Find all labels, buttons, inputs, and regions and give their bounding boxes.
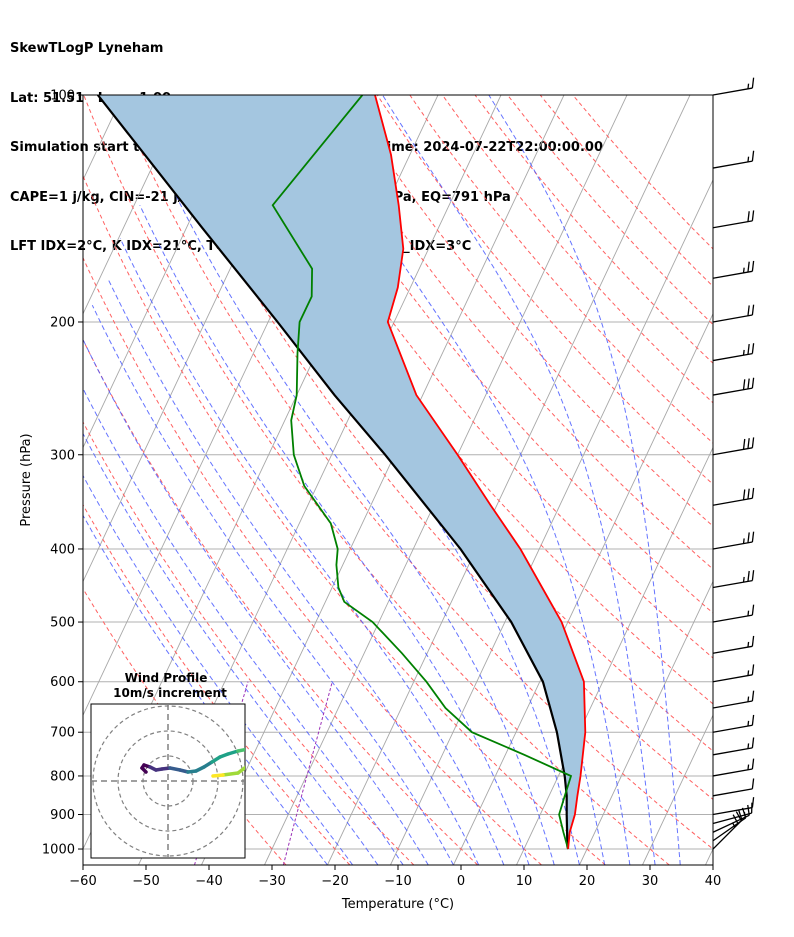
wind-barb	[712, 437, 755, 456]
dry-adiabat	[246, 95, 713, 659]
x-tick-label: −40	[195, 874, 222, 889]
y-tick-label: 900	[50, 808, 75, 823]
wind-barb	[712, 343, 755, 362]
dry-adiabat	[83, 503, 351, 865]
wind-barb	[712, 737, 755, 756]
moist-adiabat	[488, 95, 681, 865]
dry-adiabat	[311, 95, 713, 570]
hodograph-title: Wind Profile	[125, 671, 208, 685]
dry-adiabat	[83, 256, 542, 865]
dry-adiabat	[572, 95, 713, 250]
wind-barb	[712, 714, 755, 733]
isotherm-line	[768, 95, 794, 865]
dry-adiabat	[83, 95, 670, 865]
x-tick-label: −30	[258, 874, 285, 889]
wind-barb	[712, 77, 755, 96]
wind-barb	[712, 604, 755, 623]
hodograph-ring	[117, 730, 219, 832]
x-tick-label: −20	[321, 874, 348, 889]
y-tick-label: 400	[50, 542, 75, 557]
dewpoint-line	[271, 95, 573, 850]
moist-adiabat	[83, 338, 429, 865]
isotherm-line	[83, 95, 250, 449]
x-tick-label: 10	[516, 874, 533, 889]
hodograph-trace	[250, 749, 263, 764]
x-tick-label: −60	[69, 874, 96, 889]
x-tick-label: 0	[457, 874, 465, 889]
isotherm-line	[453, 312, 713, 865]
wind-barb	[712, 570, 755, 589]
moist-adiabat	[107, 278, 480, 865]
hodograph-trace	[236, 747, 245, 753]
y-tick-label: 1000	[42, 843, 75, 858]
moist-adiabat	[139, 204, 530, 865]
hodograph-subtitle: 10m/s increment	[113, 686, 227, 700]
y-tick-label: 300	[50, 448, 75, 463]
parcel-line	[96, 95, 570, 850]
dry-adiabat	[83, 174, 606, 865]
x-tick-label: 40	[705, 874, 722, 889]
cape-area	[97, 95, 586, 849]
wind-barb	[712, 664, 755, 683]
chart-title: SkewTLogP Lyneham	[10, 41, 164, 56]
wind-barb	[712, 260, 755, 279]
isotherm-line	[327, 95, 691, 865]
isotherm-line	[579, 580, 713, 865]
isotherm-line	[201, 95, 565, 865]
y-tick-label: 100	[50, 89, 75, 104]
x-axis-label: Temperature (°C)	[341, 897, 454, 912]
moist-adiabat	[91, 304, 454, 865]
wind-barb	[712, 690, 755, 709]
temperature-line	[374, 95, 587, 850]
y-tick-label: 800	[50, 769, 75, 784]
dry-adiabat	[409, 95, 713, 444]
y-tick-label: 200	[50, 315, 75, 330]
wind-barb	[712, 531, 755, 550]
wind-barb	[712, 377, 755, 396]
moist-adiabat	[162, 167, 555, 865]
wind-barb	[712, 635, 755, 654]
moist-adiabat	[119, 238, 505, 865]
isotherm-line	[642, 714, 713, 865]
hodograph-trace	[236, 765, 245, 775]
dry-adiabat	[115, 95, 713, 850]
y-tick-label: 700	[50, 726, 75, 741]
x-tick-label: −50	[132, 874, 159, 889]
x-tick-label: −10	[384, 874, 411, 889]
isotherm-line	[705, 847, 713, 865]
moist-adiabat	[296, 95, 631, 865]
dry-adiabat	[83, 421, 415, 865]
wind-barb	[712, 150, 755, 169]
x-tick-label: 30	[642, 874, 659, 889]
wind-barb	[712, 487, 755, 506]
wind-barb	[712, 778, 755, 797]
hodograph-trace	[221, 771, 240, 777]
moist-adiabat	[83, 387, 404, 865]
dry-adiabat	[83, 338, 479, 865]
y-tick-label: 500	[50, 616, 75, 631]
dry-adiabat	[507, 95, 713, 326]
y-axis-label: Pressure (hPa)	[19, 433, 34, 526]
wind-barb	[712, 304, 755, 323]
wind-barb	[712, 210, 755, 229]
mixing-ratio-line	[282, 681, 333, 865]
isotherm-line	[83, 95, 187, 315]
wind-barb	[712, 758, 755, 777]
x-tick-label: 20	[579, 874, 596, 889]
moist-adiabat	[83, 514, 328, 865]
dry-adiabat	[344, 95, 713, 527]
hodograph: Wind Profile 10m/s increment	[90, 671, 263, 859]
y-tick-label: 600	[50, 675, 75, 690]
wind-barb	[712, 797, 755, 816]
isotherm-line	[516, 446, 713, 865]
hodograph-trace	[211, 773, 225, 778]
